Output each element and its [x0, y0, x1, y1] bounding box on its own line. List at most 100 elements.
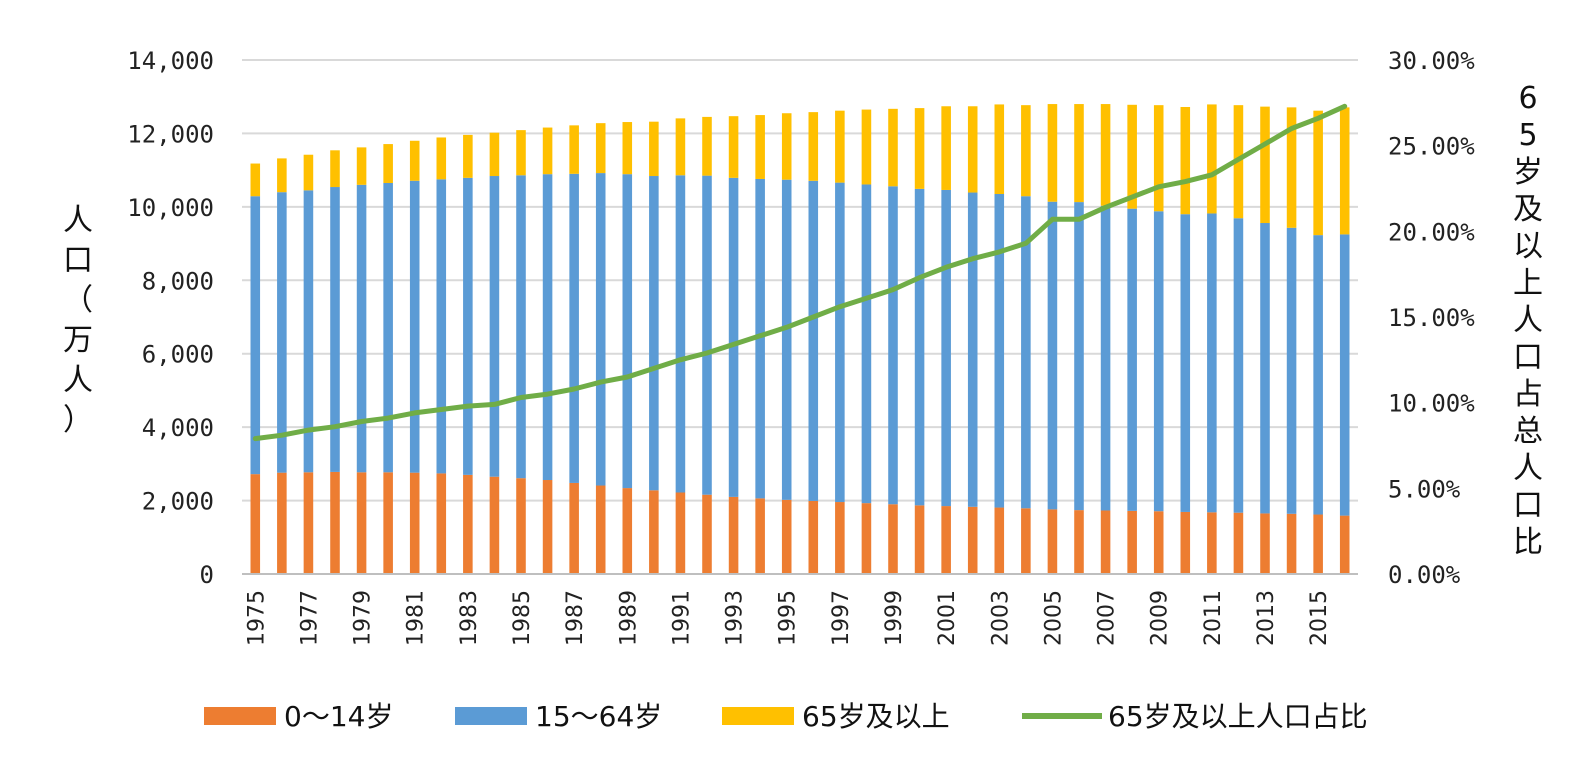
bar-segment-3 — [755, 115, 765, 179]
bar-segment-1 — [781, 499, 792, 574]
bar-segment-1 — [702, 494, 712, 574]
bar-segment-2 — [569, 173, 579, 483]
y2-tick-label: 20.00% — [1388, 218, 1475, 246]
bar-segment-1 — [303, 472, 314, 574]
bar-segment-1 — [250, 474, 261, 574]
bar-segment-2 — [835, 182, 845, 503]
bar-segment-2 — [330, 187, 340, 472]
bar-segment-2 — [728, 177, 739, 497]
bar-segment-2 — [967, 192, 978, 507]
legend-swatch-3 — [722, 707, 794, 725]
bar-segment-3 — [1100, 104, 1111, 206]
bar-segment-2 — [1313, 235, 1323, 515]
bar-segment-1 — [436, 473, 447, 574]
bar-segment-3 — [994, 104, 1005, 195]
bar-segment-3 — [303, 154, 314, 191]
bar-segment-2 — [595, 173, 606, 486]
legend-label-4: 65岁及以上人口占比 — [1108, 700, 1368, 733]
y2-tick-label: 15.00% — [1388, 304, 1475, 332]
bar-segment-1 — [1074, 510, 1084, 574]
bar-segment-1 — [1260, 513, 1270, 574]
bar-segment-1 — [1207, 512, 1217, 574]
bar-segment-1 — [1180, 511, 1191, 574]
bar-segment-3 — [728, 116, 739, 178]
bar-segment-3 — [330, 150, 340, 188]
bar-segment-3 — [1021, 105, 1031, 197]
bar-segment-3 — [595, 123, 606, 174]
bar-segment-2 — [1021, 196, 1031, 509]
bar-segment-3 — [941, 106, 951, 190]
bar-segment-3 — [436, 137, 447, 180]
y2-axis-title: 6 5 岁及以上人口占总人口比 — [1513, 81, 1543, 560]
legend-label-3: 65岁及以上 — [802, 700, 950, 733]
bar-segment-1 — [409, 472, 420, 574]
bar-segment-2 — [675, 175, 686, 493]
bar-segment-2 — [1286, 227, 1297, 514]
bar-segment-1 — [967, 506, 978, 574]
x-tick-label: 2013 — [1254, 590, 1279, 646]
x-tick-label: 2009 — [1148, 590, 1173, 646]
x-tick-label: 2003 — [988, 590, 1013, 646]
y-tick-label: 4,000 — [142, 414, 214, 442]
y2-tick-label: 10.00% — [1388, 390, 1475, 418]
bar-segment-1 — [330, 471, 340, 574]
bar-segment-3 — [1153, 105, 1164, 212]
x-tick-label: 1985 — [510, 590, 535, 646]
bar-segment-2 — [409, 180, 420, 473]
bar-segment-1 — [1153, 511, 1164, 574]
ratio-line — [252, 103, 1348, 442]
bar-segment-2 — [1207, 213, 1217, 513]
bar-segment-2 — [436, 179, 447, 474]
bar-segment-1 — [675, 492, 686, 574]
x-tick-label: 2001 — [935, 590, 960, 646]
bar-segment-2 — [1260, 223, 1270, 514]
x-tick-label: 1999 — [882, 590, 907, 646]
bar-segment-2 — [489, 176, 500, 477]
bar-segment-3 — [277, 158, 287, 193]
bar-segment-3 — [463, 134, 473, 178]
bar-segment-2 — [755, 178, 765, 499]
bar-segment-3 — [781, 113, 792, 180]
bar-segment-1 — [914, 505, 925, 574]
ratio-line-layer — [252, 103, 1348, 442]
bar-segment-1 — [1047, 509, 1058, 574]
bar-segment-1 — [835, 502, 845, 574]
y2-tick-label: 5.00% — [1388, 475, 1461, 503]
bar-segment-3 — [569, 125, 579, 174]
y2-tick-label: 25.00% — [1388, 133, 1475, 161]
bar-segment-2 — [702, 175, 712, 495]
bar-segment-2 — [383, 182, 393, 473]
bar-segment-2 — [356, 184, 367, 473]
bar-segment-1 — [1339, 515, 1350, 574]
legend-swatch-2 — [455, 707, 527, 725]
bar-segment-2 — [649, 176, 659, 491]
x-tick-label: 2011 — [1201, 590, 1226, 646]
bar-segment-3 — [542, 127, 553, 175]
bar-segment-3 — [702, 116, 712, 176]
y-tick-label: 8,000 — [142, 267, 214, 295]
bar-segment-3 — [835, 110, 845, 183]
bar-segment-2 — [914, 188, 925, 506]
bar-segment-3 — [1127, 104, 1137, 209]
bar-segment-1 — [1286, 513, 1297, 574]
legend: 0～14岁 15～64岁 65岁及以上 65岁及以上人口占比 — [204, 700, 1368, 733]
bar-segment-3 — [383, 144, 393, 183]
bar-segment-2 — [622, 174, 633, 489]
bar-segment-1 — [1233, 512, 1244, 574]
bar-segment-1 — [888, 504, 898, 574]
bar-segment-2 — [808, 180, 819, 501]
bar-segment-1 — [1127, 510, 1137, 574]
y-axis-title: 人口（万人） — [63, 203, 93, 438]
bar-segment-3 — [489, 132, 500, 177]
y-tick-label: 12,000 — [127, 120, 214, 148]
bar-segment-2 — [994, 194, 1005, 508]
bar-segment-1 — [516, 478, 526, 574]
gridlines — [242, 59, 1358, 575]
bars — [250, 104, 1350, 574]
bar-segment-2 — [1180, 214, 1191, 512]
y-tick-label: 2,000 — [142, 488, 214, 516]
bar-segment-3 — [622, 122, 633, 175]
bar-segment-3 — [1207, 104, 1217, 214]
bar-segment-3 — [356, 147, 367, 185]
bar-segment-2 — [250, 196, 261, 475]
